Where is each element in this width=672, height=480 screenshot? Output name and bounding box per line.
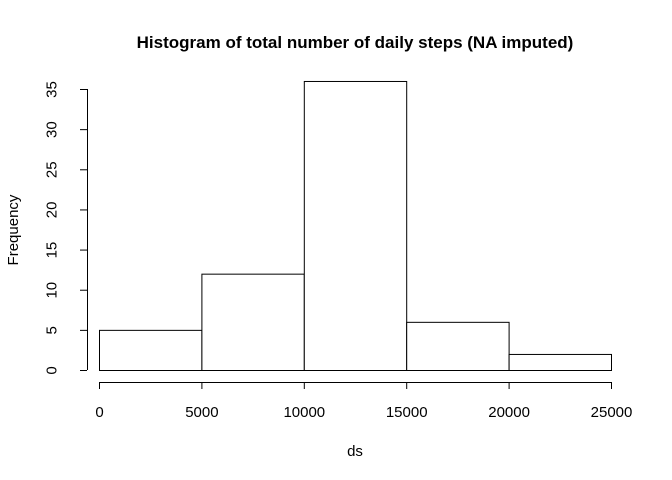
x-axis: 0 5000 10000 15000 20000 25000 <box>95 382 632 421</box>
y-tick-label-5: 25 <box>44 161 61 178</box>
x-tick-label-4: 20000 <box>488 404 530 421</box>
y-tick-label-3: 15 <box>44 242 61 259</box>
y-axis: 0 5 10 15 20 25 30 35 <box>44 81 88 375</box>
y-tick-label-6: 30 <box>44 121 61 138</box>
bar-1 <box>201 273 305 371</box>
chart-title: Histogram of total number of daily steps… <box>137 33 574 52</box>
x-tick-label-2: 10000 <box>283 404 325 421</box>
bar-2 <box>303 80 408 371</box>
bar-3 <box>406 321 510 372</box>
x-tick-label-5: 25000 <box>591 404 633 421</box>
y-axis-label: Frequency <box>5 194 22 265</box>
x-axis-label: ds <box>347 443 363 460</box>
y-tick-label-2: 10 <box>44 282 61 299</box>
y-tick-label-4: 20 <box>44 202 61 219</box>
bar-0 <box>99 329 203 372</box>
y-tick-label-7: 35 <box>44 81 61 98</box>
bars-group <box>99 80 613 372</box>
y-tick-label-1: 5 <box>44 326 61 334</box>
y-tick-label-0: 0 <box>44 366 61 374</box>
x-tick-label-3: 15000 <box>386 404 428 421</box>
x-tick-label-1: 5000 <box>185 404 218 421</box>
bar-4 <box>508 353 613 372</box>
x-tick-label-0: 0 <box>95 404 103 421</box>
